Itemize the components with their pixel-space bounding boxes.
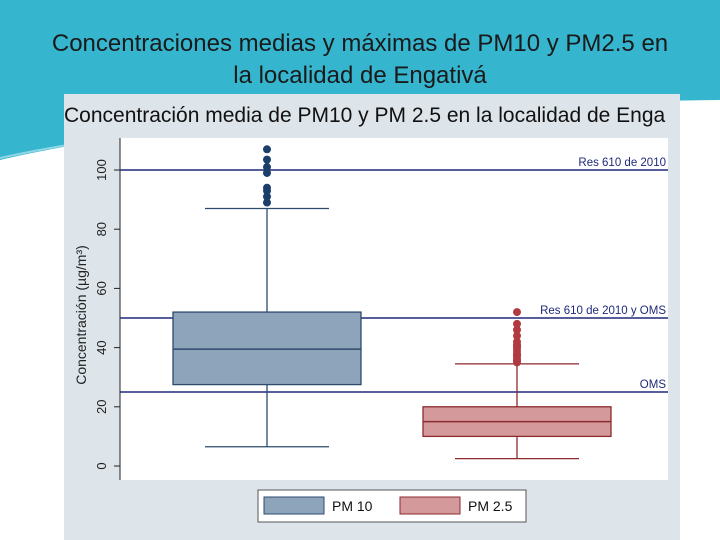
- chart-panel: Concentración media de PM10 y PM 2.5 en …: [64, 94, 680, 540]
- slide-title-line-2: la localidad de Engativá: [233, 62, 487, 89]
- y-tick-label-100: 100: [94, 159, 109, 181]
- pm25-outlier-13: [513, 325, 521, 334]
- chart-title: Concentración media de PM10 y PM 2.5 en …: [64, 104, 666, 127]
- legend-label-pm10: PM 10: [332, 498, 373, 514]
- pm10-outlier-2: [263, 192, 271, 201]
- slide-title-line-1: Concentraciones medias y máximas de PM10…: [51, 30, 669, 57]
- reference-line-label-3: OMS: [640, 379, 667, 391]
- y-tick-label-60: 60: [94, 281, 109, 295]
- reference-line-label-2: Res 610 de 2010 y OMS: [540, 305, 666, 317]
- slide-title: Concentraciones medias y máximas de PM10…: [10, 28, 710, 92]
- pm10-outlier-4: [263, 183, 271, 192]
- pm10-outlier-7: [263, 155, 271, 164]
- legend-swatch-pm25: [399, 496, 461, 515]
- pm25-outlier-14: [513, 319, 521, 328]
- pm10-outlier-8: [263, 145, 271, 154]
- y-tick-label-40: 40: [94, 340, 109, 354]
- legend-label-pm25: PM 2.5: [468, 498, 513, 514]
- reference-line-label-1: Res 610 de 2010: [578, 157, 666, 169]
- box-plot: 0 20 40 60 80 100 Concentración (µg/m³) Res 610…: [73, 138, 668, 523]
- y-tick-label-0: 0: [94, 462, 109, 469]
- pm25-outlier-15: [513, 308, 521, 317]
- legend-swatch-pm10: [263, 496, 325, 515]
- pm25-outlier-12: [513, 331, 521, 340]
- y-tick-label-20: 20: [94, 400, 109, 414]
- y-tick-label-80: 80: [94, 222, 109, 236]
- pm10-outlier-5: [263, 168, 271, 177]
- pm25-outlier-11: [513, 337, 521, 346]
- pm10-outlier-1: [263, 198, 271, 207]
- pm10-outlier-6: [263, 163, 271, 172]
- y-axis-label: Concentración (µg/m³): [73, 245, 89, 385]
